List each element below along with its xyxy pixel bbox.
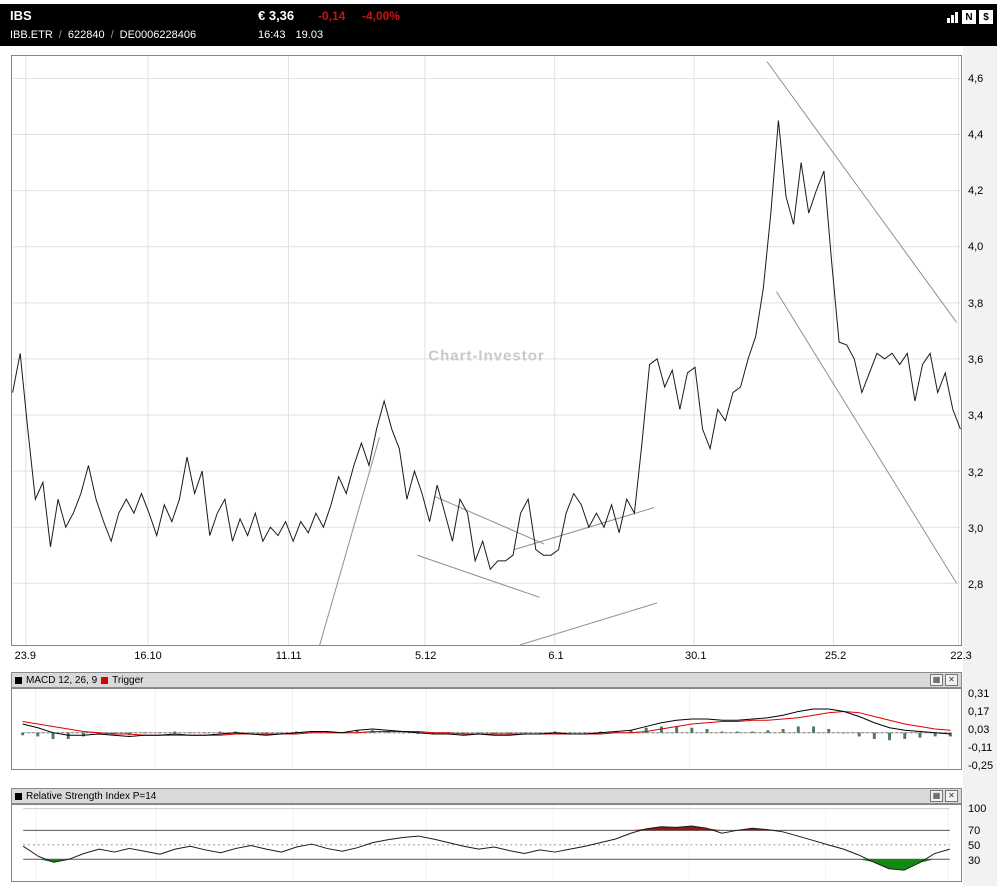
date-axis-label: 30.1 bbox=[685, 650, 707, 662]
date-axis-label: 25.2 bbox=[824, 650, 847, 662]
rsi-settings-button[interactable]: ▦ bbox=[930, 790, 943, 802]
rsi-axis-label: 30 bbox=[968, 854, 981, 867]
price-axis-label: 3,4 bbox=[968, 410, 984, 423]
macd-legend-label: MACD 12, 26, 9 bbox=[26, 674, 98, 686]
trigger-legend-swatch bbox=[101, 676, 109, 684]
macd-axis-label: 0,03 bbox=[968, 724, 990, 736]
price-chart[interactable]: Chart-Investor bbox=[11, 55, 962, 646]
currency-icon[interactable]: $ bbox=[979, 10, 993, 24]
axis-strip bbox=[963, 46, 997, 886]
quote-timestamp: 16:43 19.03 bbox=[258, 29, 333, 41]
macd-chart-canvas bbox=[21, 689, 952, 769]
date-axis-label: 11.11 bbox=[275, 650, 302, 662]
macd-axis-label: -0,25 bbox=[968, 759, 994, 772]
macd-y-axis: 0,31 0,17 0,03 -0,11 -0,25 bbox=[966, 688, 997, 772]
price-axis-label: 3,8 bbox=[968, 297, 984, 310]
price-change: -0,14 bbox=[318, 9, 346, 23]
rsi-axis-label: 100 bbox=[968, 802, 987, 815]
price-y-axis: 4,6 4,4 4,2 4,0 3,8 3,6 3,4 3,2 3,0 2,8 bbox=[966, 56, 997, 647]
header-toolbar: N $ bbox=[945, 10, 993, 24]
price-axis-label: 3,2 bbox=[968, 466, 984, 479]
rsi-axis-label: 70 bbox=[968, 825, 981, 837]
quote-date: 19.03 bbox=[295, 29, 324, 41]
date-axis-label: 16.10 bbox=[134, 650, 162, 662]
quote-time: 16:43 bbox=[258, 29, 286, 41]
last-price: € 3,36 bbox=[258, 8, 295, 23]
instrument-identifiers: IBB.ETR / 622840 / DE0006228406 bbox=[10, 29, 196, 41]
isin: DE0006228406 bbox=[119, 29, 197, 41]
separator: / bbox=[58, 29, 62, 41]
macd-axis-label: 0,17 bbox=[968, 706, 990, 719]
instrument-name: IBS bbox=[10, 8, 32, 23]
macd-panel-header: MACD 12, 26, 9 Trigger ▦ ✕ bbox=[11, 672, 962, 688]
price-axis-label: 4,4 bbox=[968, 128, 984, 141]
price-axis-label: 4,6 bbox=[968, 72, 984, 85]
rsi-close-button[interactable]: ✕ bbox=[945, 790, 958, 802]
price-chart-canvas bbox=[12, 56, 961, 645]
price-x-axis: 23.9 16.10 11.11 5.12 6.1 30.1 25.2 22.3 bbox=[12, 650, 972, 666]
header: IBS € 3,36 -0,14 -4,00% IBB.ETR / 622840 / D… bbox=[0, 4, 997, 46]
price-axis-label: 3,6 bbox=[968, 353, 984, 366]
rsi-legend-label: Relative Strength Index P=14 bbox=[26, 790, 157, 802]
watermark: Chart-Investor bbox=[428, 347, 545, 365]
wkn: 622840 bbox=[67, 29, 105, 41]
macd-settings-button[interactable]: ▦ bbox=[930, 674, 943, 686]
price-axis-label: 4,2 bbox=[968, 185, 984, 198]
date-axis-label: 5.12 bbox=[414, 650, 437, 662]
separator: / bbox=[110, 29, 114, 41]
news-icon[interactable]: N bbox=[962, 10, 976, 24]
date-axis-label: 23.9 bbox=[14, 650, 37, 662]
date-axis-label: 6.1 bbox=[548, 650, 564, 662]
macd-close-button[interactable]: ✕ bbox=[945, 674, 958, 686]
trigger-legend-label: Trigger bbox=[112, 674, 144, 686]
price-axis-label: 4,0 bbox=[968, 241, 984, 254]
date-axis-label: 22.3 bbox=[950, 650, 972, 662]
macd-axis-label: -0,11 bbox=[968, 741, 993, 754]
rsi-chart-canvas bbox=[22, 805, 950, 881]
rsi-panel-header: Relative Strength Index P=14 ▦ ✕ bbox=[11, 788, 962, 804]
macd-axis-label: 0,31 bbox=[968, 688, 990, 701]
macd-legend-swatch bbox=[15, 676, 22, 684]
bar-chart-icon[interactable] bbox=[945, 10, 959, 24]
macd-chart[interactable] bbox=[11, 688, 962, 770]
rsi-y-axis: 100 70 50 30 bbox=[966, 802, 997, 883]
price-axis-label: 2,8 bbox=[968, 579, 984, 592]
rsi-legend-swatch bbox=[15, 792, 22, 800]
rsi-chart[interactable] bbox=[11, 804, 962, 882]
rsi-axis-label: 50 bbox=[968, 839, 981, 852]
price-change-percent: -4,00% bbox=[362, 9, 401, 23]
price-axis-label: 3,0 bbox=[968, 522, 984, 535]
ticker-symbol: IBB.ETR bbox=[10, 29, 53, 41]
